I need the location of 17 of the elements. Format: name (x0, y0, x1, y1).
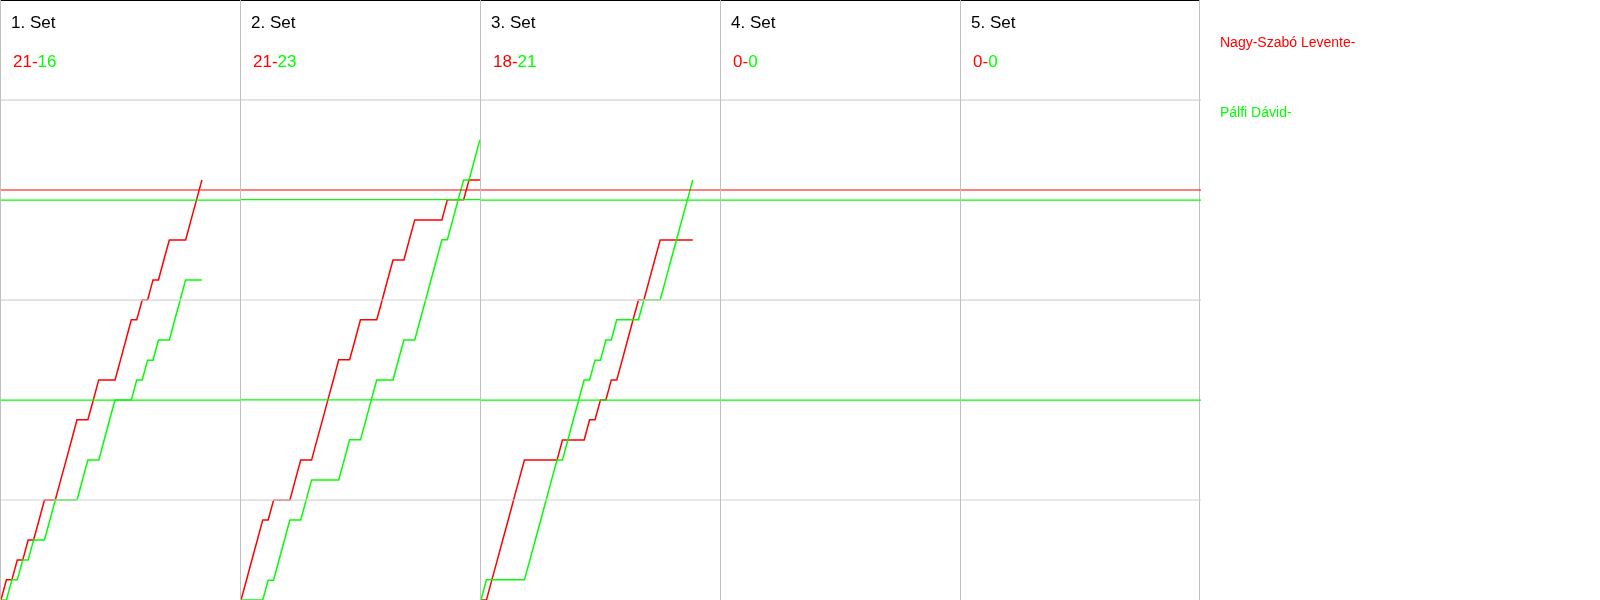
text: 21- (13, 52, 38, 71)
chart-title: 2. Set (251, 12, 296, 32)
text: Pálfi Dávid- (1220, 104, 1292, 120)
text: 21- (253, 52, 278, 71)
chart-title: 1. Set (11, 12, 56, 32)
text: 4. Set (731, 12, 776, 32)
text: 16 (37, 52, 57, 71)
text: 23 (277, 52, 297, 71)
text: Nagy-Szabó Levente- (1220, 34, 1356, 50)
text: 0- (733, 52, 749, 71)
chart-title: 3. Set (491, 12, 536, 32)
text: 18- (493, 52, 518, 71)
text: 0- (973, 52, 989, 71)
text: 0 (748, 52, 758, 71)
text: 21 (517, 52, 537, 71)
text: 0 (988, 52, 998, 71)
text: 5. Set (971, 12, 1016, 32)
